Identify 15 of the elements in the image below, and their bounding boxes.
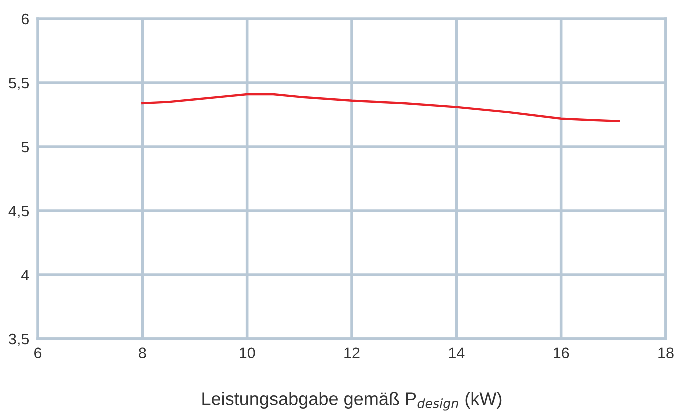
x-tick-label: 18 [658,348,674,359]
x-tick-label: 14 [449,348,465,358]
y-tick-label: 5 [22,142,30,153]
x-tick-label: 6 [34,348,42,359]
y-tick-label: 5,5 [9,78,30,90]
y-tick-label: 4 [22,270,30,281]
y-tick-label: 6 [22,14,29,25]
y-tick-label: 4,5 [8,206,30,218]
line-series [142,93,620,123]
x-tick-label: 10 [240,348,256,359]
x-tick-label: 8 [139,348,146,359]
x-tick-label: 16 [554,348,570,359]
y-tick-label: 3,5 [9,334,30,346]
x-tick-label: 12 [344,348,360,358]
x-axis-title: Leistungsabgabe gemäß P$_{design}$ (kW) [202,392,502,411]
